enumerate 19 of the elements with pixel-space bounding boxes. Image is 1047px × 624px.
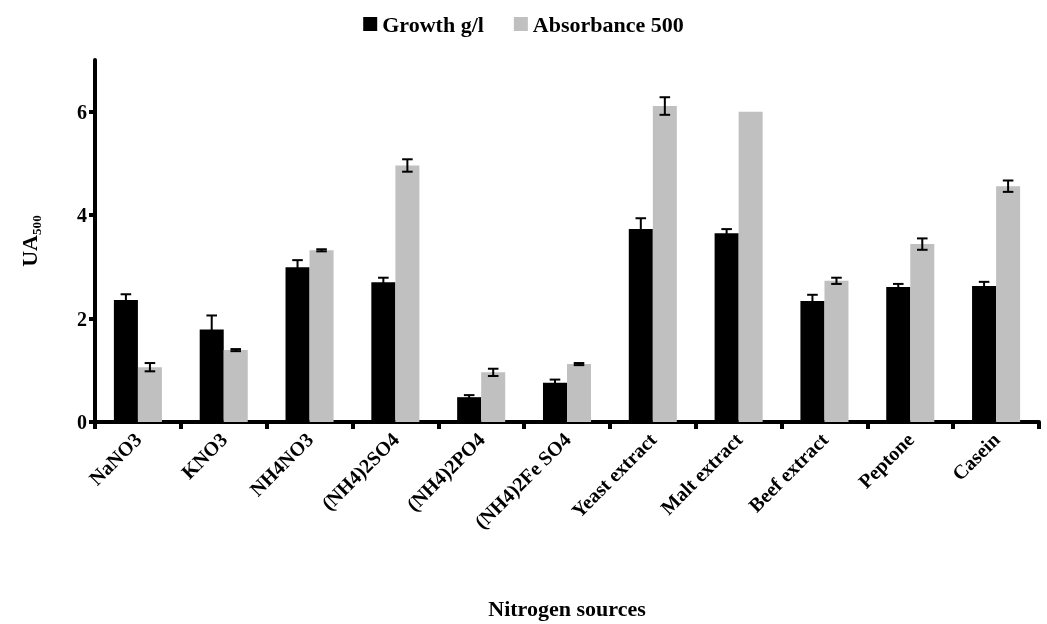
bar [996, 186, 1021, 422]
bar [652, 106, 677, 422]
bar [567, 364, 592, 422]
legend-label: Growth g/l [382, 11, 484, 37]
bar [309, 250, 334, 422]
legend-label: Absorbance 500 [532, 11, 684, 37]
bar [481, 372, 506, 422]
bar [738, 111, 763, 422]
x-axis-title: Nitrogen sources [488, 595, 647, 621]
y-tick-label: 2 [77, 307, 87, 330]
y-tick-label: 4 [77, 204, 87, 227]
bar [223, 350, 248, 422]
y-tick-label: 6 [77, 100, 87, 123]
bar [910, 244, 935, 422]
y-tick-label: 0 [77, 411, 87, 433]
y-axis-title: UA₅₀₀ [16, 214, 42, 267]
bar [137, 367, 162, 422]
bar [824, 280, 849, 422]
bar [395, 165, 420, 422]
